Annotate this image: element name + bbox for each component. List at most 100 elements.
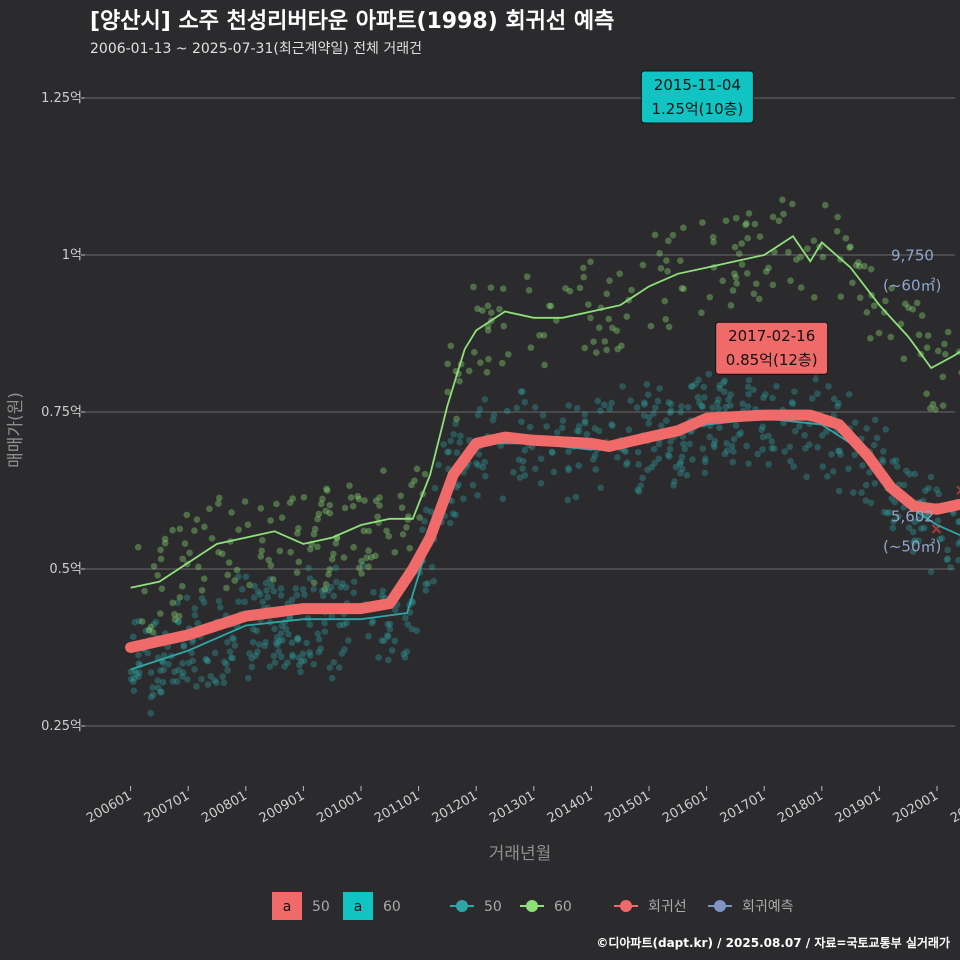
scatter-point-60 — [941, 340, 948, 348]
scatter-point-60 — [465, 367, 473, 375]
scatter-point-50 — [452, 511, 459, 519]
scatter-point-60 — [365, 547, 372, 555]
scatter-point-60 — [206, 505, 213, 513]
scatter-point-60 — [498, 359, 506, 367]
annotation-date: 2017-02-16 — [728, 327, 815, 345]
scatter-point-50 — [591, 452, 599, 459]
scatter-point-60 — [294, 530, 301, 537]
scatter-point-50 — [255, 641, 263, 648]
scatter-point-60 — [735, 250, 743, 257]
scatter-point-50 — [835, 399, 842, 407]
scatter-point-50 — [427, 508, 435, 516]
scatter-point-50 — [229, 634, 236, 642]
scatter-point-60 — [259, 536, 266, 544]
x-tick-label: 201101 — [372, 788, 422, 826]
legend-label: 60 — [383, 899, 401, 915]
scatter-point-50 — [814, 443, 821, 451]
scatter-point-60 — [411, 477, 418, 484]
y-tick-label: 0.5억 — [49, 562, 82, 577]
scatter-point-50 — [915, 537, 922, 545]
scatter-point-60 — [225, 559, 233, 566]
scatter-point-60 — [346, 482, 353, 489]
scatter-point-50 — [881, 508, 888, 516]
scatter-point-60 — [215, 500, 222, 507]
scatter-point-60 — [267, 517, 274, 524]
scatter-point-50 — [250, 626, 257, 633]
scatter-point-60 — [341, 504, 349, 512]
scatter-point-50 — [676, 460, 684, 468]
scatter-point-60 — [317, 500, 325, 508]
regression-line — [125, 409, 960, 653]
scatter-point-50 — [479, 464, 487, 471]
scatter-point-60 — [915, 331, 923, 339]
scatter-point-60 — [154, 572, 161, 579]
scatter-point-60 — [372, 552, 379, 560]
scatter-point-50 — [909, 528, 917, 536]
scatter-point-50 — [696, 399, 703, 406]
scatter-point-50 — [249, 638, 257, 646]
scatter-point-50 — [845, 465, 852, 473]
scatter-point-50 — [428, 563, 436, 571]
scatter-point-50 — [759, 423, 767, 430]
scatter-point-60 — [661, 297, 669, 305]
scatter-point-50 — [770, 445, 778, 452]
scatter-point-50 — [456, 438, 464, 446]
scatter-point-50 — [165, 660, 172, 668]
scatter-point-60 — [553, 317, 560, 324]
scatter-point-60 — [376, 502, 383, 509]
scatter-point-50 — [345, 637, 352, 644]
scatter-point-60 — [870, 302, 878, 310]
scatter-point-50 — [332, 564, 340, 572]
scatter-point-50 — [714, 396, 722, 403]
scatter-point-60 — [147, 623, 155, 631]
scatter-point-50 — [622, 448, 629, 456]
scatter-point-50 — [274, 641, 281, 648]
scatter-point-60 — [477, 359, 484, 366]
scatter-point-60 — [355, 564, 363, 572]
scatter-point-50 — [188, 638, 196, 646]
scatter-point-60 — [527, 344, 535, 351]
scatter-point-60 — [656, 249, 663, 257]
scatter-point-60 — [456, 377, 463, 385]
scatter-point-60 — [744, 234, 751, 242]
scatter-point-50 — [745, 390, 752, 398]
scatter-point-50 — [145, 626, 153, 634]
scatter-point-60 — [176, 594, 184, 601]
x-tick-label: 201201 — [430, 788, 480, 826]
scatter-point-50 — [191, 666, 198, 673]
scatter-point-60 — [267, 562, 275, 569]
scatter-point-50 — [188, 649, 195, 656]
scatter-point-60 — [547, 302, 555, 310]
scatter-point-60 — [593, 349, 600, 356]
scatter-point-50 — [284, 659, 291, 666]
scatter-point-60 — [669, 231, 677, 239]
scatter-point-50 — [666, 453, 673, 460]
scatter-point-60 — [200, 575, 208, 582]
end-value-label: 5,602 — [891, 507, 934, 525]
scatter-point-60 — [157, 555, 165, 563]
scatter-point-60 — [743, 220, 750, 227]
scatter-point-60 — [385, 532, 393, 540]
scatter-point-50 — [699, 445, 707, 452]
scatter-point-50 — [289, 653, 296, 661]
scatter-point-50 — [229, 654, 236, 662]
scatter-point-50 — [158, 688, 165, 696]
scatter-point-50 — [787, 457, 794, 465]
scatter-point-50 — [645, 420, 652, 427]
scatter-point-50 — [179, 669, 187, 676]
scatter-point-60 — [374, 513, 381, 521]
scatter-point-50 — [337, 583, 345, 591]
scatter-point-50 — [169, 678, 177, 685]
scatter-point-50 — [460, 495, 467, 503]
scatter-point-50 — [700, 394, 708, 401]
scatter-point-50 — [288, 639, 296, 646]
scatter-point-60 — [595, 324, 603, 331]
scatter-point-50 — [400, 650, 408, 658]
scatter-point-60 — [295, 525, 302, 532]
scatter-point-50 — [765, 460, 772, 468]
scatter-point-50 — [714, 399, 721, 407]
scatter-point-50 — [679, 465, 686, 473]
scatter-point-50 — [608, 399, 615, 407]
